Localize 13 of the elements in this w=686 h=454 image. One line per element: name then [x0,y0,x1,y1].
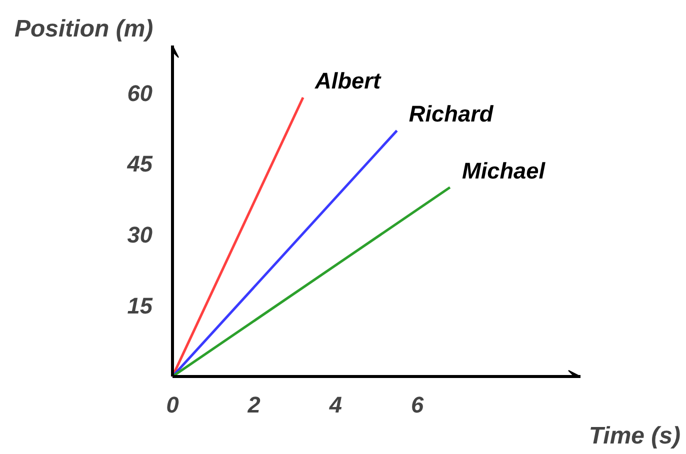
series-label: Richard [408,100,494,127]
y-tick-label: 30 [127,222,153,248]
x-tick-label: 4 [328,392,342,418]
y-tick-label: 60 [127,80,153,106]
x-tick-label: 0 [166,392,180,418]
x-tick-label: 2 [246,392,261,418]
y-tick-label: 15 [127,292,153,319]
series-label: Albert [314,68,382,94]
x-axis-title: Time (s) [588,422,681,450]
x-tick-label: 6 [411,392,424,418]
series-label: Michael [462,157,546,184]
y-tick-label: 45 [126,150,153,177]
y-axis-title: Position (m) [14,16,154,42]
